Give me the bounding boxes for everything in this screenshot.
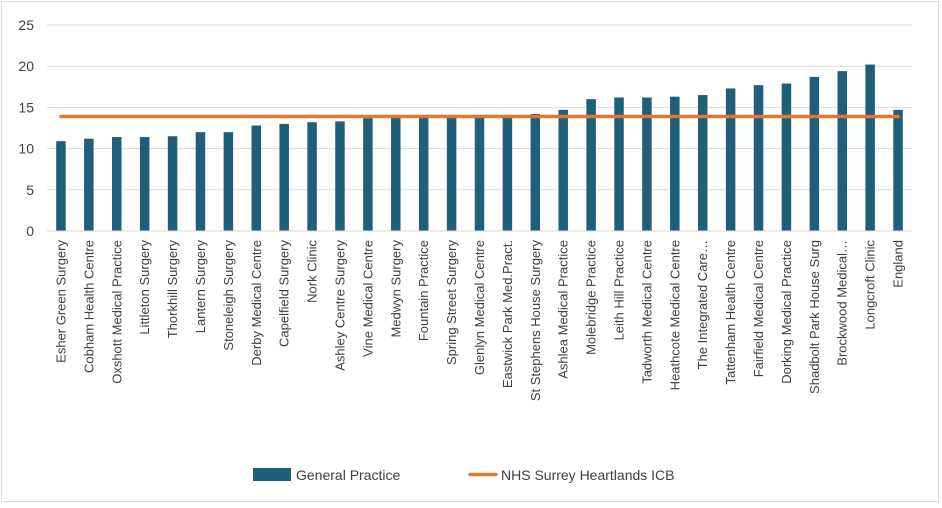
bar — [725, 88, 736, 231]
bar — [642, 97, 652, 232]
x-tick-label: England — [891, 240, 906, 288]
bar — [251, 125, 262, 231]
y-tick-label: 15 — [18, 99, 34, 115]
legend-label: NHS Surrey Heartlands ICB — [501, 467, 675, 483]
bar — [893, 109, 903, 231]
bar — [753, 85, 764, 231]
bar — [809, 76, 820, 231]
x-tick-label: Capelfield Surgery — [277, 240, 292, 347]
legend-swatch-bar — [253, 468, 291, 481]
bar — [865, 64, 875, 231]
y-tick-label: 0 — [26, 223, 34, 239]
x-tick-label: Longcroft Clinic — [863, 240, 878, 330]
x-tick-label: Spring Street Surgery — [444, 240, 459, 366]
x-axis: Esher Green Surgery Cobham Health Centre O… — [47, 230, 912, 402]
x-tick-label: Ashlea Medical Practice — [556, 240, 571, 379]
bar — [112, 137, 122, 231]
x-tick-label: Eastwick Park Med.Pract. — [500, 240, 515, 388]
bar — [474, 116, 485, 231]
x-tick-label: Lantern Surgery — [193, 240, 208, 334]
y-tick-label: 10 — [18, 141, 34, 157]
x-tick-label: Stoneleigh Surgery — [221, 240, 236, 351]
x-tick-label: Vine Medical Centre — [360, 240, 375, 357]
bar — [363, 118, 373, 231]
x-tick-label: Thorkhill Surgery — [165, 240, 180, 339]
x-tick-label: Shadbolt Park House Surg — [807, 240, 822, 394]
bar — [781, 83, 792, 231]
bar — [502, 115, 513, 231]
x-tick-label: Nork Clinic — [305, 240, 320, 303]
bar — [56, 141, 66, 231]
x-tick-label: St Stephens House Surgery — [528, 240, 543, 402]
x-tick-label: Glenlyn Medical Centre — [472, 240, 487, 375]
bar — [335, 121, 345, 231]
x-tick-label: Fairfield Medical Centre — [751, 240, 766, 377]
y-tick-label: 5 — [26, 182, 34, 198]
bar — [391, 117, 401, 231]
x-tick-label: Littleton Surgery — [137, 240, 152, 335]
x-tick-label: Esher Green Surgery — [53, 240, 68, 363]
x-tick-label: Cobham Health Centre — [81, 240, 96, 373]
x-tick-label: Ashley Centre Surgery — [332, 240, 347, 371]
y-tick-label: 25 — [18, 17, 34, 33]
bar — [446, 117, 457, 231]
y-tick-label: 20 — [18, 58, 34, 74]
bar — [139, 137, 150, 231]
bar — [586, 99, 596, 231]
x-tick-label: The Integrated Care… — [695, 240, 710, 369]
x-tick-label: Molebridge Practice — [584, 240, 599, 355]
bar — [167, 136, 178, 231]
legend-label: General Practice — [296, 467, 400, 483]
x-tick-label: Tadworth Medical Centre — [639, 240, 654, 384]
bar — [279, 123, 289, 231]
y-axis: 0 5 10 15 20 25 — [18, 17, 34, 239]
x-tick-label: Dorking Medical Practice — [779, 240, 794, 384]
legend: General Practice NHS Surrey Heartlands IC… — [253, 467, 675, 483]
bar — [697, 95, 708, 231]
x-tick-label: Heathcote Medical Centre — [667, 240, 682, 390]
bar — [418, 117, 429, 231]
x-tick-label: Leith Hill Practice — [612, 240, 627, 340]
bar — [530, 113, 541, 231]
x-tick-label: Oxshott Medical Practice — [109, 240, 124, 384]
bar — [195, 132, 206, 231]
bar — [223, 132, 234, 231]
bar — [670, 96, 680, 231]
bar — [614, 97, 624, 232]
bar — [84, 138, 94, 231]
x-tick-label: Medwyn Surgery — [388, 240, 403, 338]
x-tick-label: Tattenham Health Centre — [723, 240, 738, 385]
bar — [837, 71, 847, 231]
x-tick-label: Fountain Practice — [416, 240, 431, 341]
bar-series — [56, 64, 903, 232]
x-tick-label: Brockwood Medical… — [835, 240, 850, 366]
bar — [558, 109, 568, 231]
bar — [307, 122, 317, 231]
x-tick-label: Derby Medical Centre — [249, 240, 264, 366]
